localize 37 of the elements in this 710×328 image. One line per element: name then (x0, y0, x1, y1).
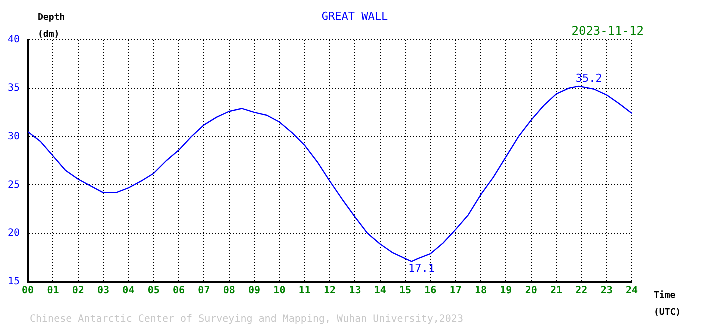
x-tick-label: 23 (600, 286, 613, 297)
y-axis-title: Depth (dm) (38, 12, 66, 42)
x-tick-label: 10 (274, 286, 286, 297)
x-tick-label: 22 (576, 286, 588, 297)
x-tick-label: 14 (374, 286, 386, 297)
y-tick-label: 25 (8, 180, 20, 191)
x-tick-label: 15 (399, 286, 412, 297)
x-tick-label: 20 (525, 286, 538, 297)
x-tick-label: 11 (298, 286, 311, 297)
y-tick-label: 15 (8, 276, 20, 288)
x-tick-label: 04 (122, 286, 135, 297)
x-tick-label: 09 (248, 286, 261, 297)
x-tick-label: 08 (223, 286, 236, 297)
x-tick-label: 21 (550, 286, 563, 297)
chart-subtitle: 2023-11-12 (572, 24, 644, 38)
y-tick-label: 30 (8, 131, 20, 142)
x-tick-label: 17 (450, 286, 462, 297)
y-tick-label: 35 (8, 82, 20, 94)
x-tick-label: 12 (324, 286, 336, 297)
x-tick-label: 16 (424, 286, 437, 297)
y-tick-label: 40 (8, 34, 20, 46)
x-tick-label: 01 (47, 286, 60, 297)
annotation: 17.1 (408, 262, 436, 276)
x-tick-label: 06 (173, 286, 186, 297)
x-tick-label: 24 (626, 286, 638, 297)
annotation: 35.2 (576, 72, 602, 85)
x-tick-label: 05 (148, 286, 160, 297)
x-tick-label: 00 (22, 286, 34, 297)
x-tick-label: 18 (474, 286, 488, 297)
x-tick-label: 07 (198, 286, 210, 297)
y-tick-label: 20 (8, 228, 20, 240)
x-tick-label: 03 (98, 286, 110, 297)
x-tick-label: 19 (500, 286, 512, 297)
x-axis-title: Time (UTC) (654, 290, 682, 320)
x-tick-label: 02 (72, 286, 84, 297)
x-tick-label: 13 (349, 286, 362, 297)
chart-title: GREAT WALL (322, 10, 388, 23)
